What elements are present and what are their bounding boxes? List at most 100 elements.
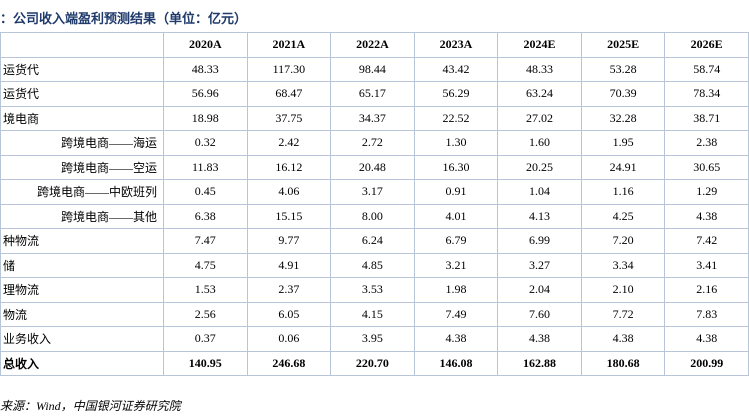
cell: 3.41 <box>664 252 749 278</box>
cell: 2.38 <box>664 130 749 156</box>
cell: 18.98 <box>163 105 248 131</box>
column-header: 2023A <box>413 32 499 58</box>
cell: 2.04 <box>497 277 582 303</box>
cell: 7.60 <box>497 301 582 327</box>
cell: 2.37 <box>246 277 332 303</box>
cell: 68.47 <box>246 81 332 107</box>
cell: 1.04 <box>497 179 582 205</box>
row-label: 跨境电商——海运 <box>0 130 164 156</box>
cell: 4.38 <box>664 203 749 229</box>
cell: 70.39 <box>580 81 666 107</box>
cell: 65.17 <box>330 81 415 107</box>
cell: 3.17 <box>330 179 415 205</box>
cell: 1.98 <box>413 277 499 303</box>
cell: 4.75 <box>163 252 248 278</box>
table-row: 运货代 56.96 68.47 65.17 56.29 63.24 70.39 78.34 <box>0 81 749 107</box>
row-label: 储 <box>0 252 164 278</box>
column-header: 2026E <box>664 32 749 58</box>
cell: 7.20 <box>580 228 666 254</box>
cell: 0.32 <box>163 130 248 156</box>
cell: 48.33 <box>497 56 582 82</box>
table-row: 运货代 48.33 117.30 98.44 43.42 48.33 53.28 58.74 <box>0 56 749 82</box>
cell: 7.49 <box>413 301 499 327</box>
cell: 4.13 <box>497 203 582 229</box>
cell: 220.70 <box>330 350 415 376</box>
cell: 63.24 <box>497 81 582 107</box>
table-row: 种物流 7.47 9.77 6.24 6.79 6.99 7.20 7.42 <box>0 228 749 254</box>
cell: 7.42 <box>664 228 749 254</box>
header-row: 2020A 2021A 2022A 2023A 2024E 2025E 2026E <box>0 32 749 58</box>
cell: 1.16 <box>580 179 666 205</box>
cell: 3.95 <box>330 326 415 352</box>
table: 2020A 2021A 2022A 2023A 2024E 2025E 2026E 运货代 4… <box>0 32 749 376</box>
table-row: 跨境电商——空运 11.83 16.12 20.48 16.30 20.25 24.91 30… <box>0 154 749 180</box>
cell: 3.53 <box>330 277 415 303</box>
cell: 4.38 <box>497 326 582 352</box>
row-label: 境电商 <box>0 105 164 131</box>
table-row: 总收入 140.95 246.68 220.70 146.08 162.88 180.68 2… <box>0 350 749 376</box>
cell: 56.96 <box>163 81 248 107</box>
cell: 3.21 <box>413 252 499 278</box>
row-label: 跨境电商——中欧班列 <box>0 179 164 205</box>
cell: 56.29 <box>413 81 499 107</box>
cell: 4.38 <box>664 326 749 352</box>
cell: 1.95 <box>580 130 666 156</box>
row-label: 业务收入 <box>0 326 164 352</box>
cell: 4.01 <box>413 203 499 229</box>
row-label: 物流 <box>0 301 164 327</box>
cell: 0.45 <box>163 179 248 205</box>
table-row: 储 4.75 4.91 4.85 3.21 3.27 3.34 3.41 <box>0 252 749 278</box>
cell: 6.38 <box>163 203 248 229</box>
cell: 7.72 <box>580 301 666 327</box>
header-cell <box>0 32 164 58</box>
cell: 6.24 <box>330 228 415 254</box>
cell: 246.68 <box>246 350 332 376</box>
cell: 200.99 <box>664 350 749 376</box>
cell: 1.29 <box>664 179 749 205</box>
cell: 4.15 <box>330 301 415 327</box>
cell: 146.08 <box>413 350 499 376</box>
cell: 34.37 <box>330 105 415 131</box>
table-title: ：公司收入端盈利预测结果（单位：亿元） <box>0 11 248 26</box>
cell: 37.75 <box>246 105 332 131</box>
cell: 16.12 <box>246 154 332 180</box>
cell: 58.74 <box>664 56 749 82</box>
cell: 162.88 <box>497 350 582 376</box>
table-row: 跨境电商——中欧班列 0.45 4.06 3.17 0.91 1.04 1.16 1.29 <box>0 179 749 205</box>
cell: 98.44 <box>330 56 415 82</box>
cell: 4.06 <box>246 179 332 205</box>
table-row: 跨境电商——其他 6.38 15.15 8.00 4.01 4.13 4.25 4.38 <box>0 203 749 229</box>
cell: 117.30 <box>246 56 332 82</box>
cell: 0.91 <box>413 179 499 205</box>
cell: 78.34 <box>664 81 749 107</box>
row-label: 跨境电商——空运 <box>0 154 164 180</box>
cell: 2.72 <box>330 130 415 156</box>
cell: 1.53 <box>163 277 248 303</box>
row-label: 运货代 <box>0 56 164 82</box>
cell: 22.52 <box>413 105 499 131</box>
cell: 30.65 <box>664 154 749 180</box>
source-note: 来源：Wind，中国银河证券研究院 <box>0 399 181 413</box>
cell: 24.91 <box>580 154 666 180</box>
cell: 4.38 <box>580 326 666 352</box>
cell: 3.27 <box>497 252 582 278</box>
column-header: 2021A <box>246 32 332 58</box>
column-header: 2022A <box>330 32 415 58</box>
cell: 6.79 <box>413 228 499 254</box>
cell: 1.30 <box>413 130 499 156</box>
row-label: 跨境电商——其他 <box>0 203 164 229</box>
cell: 2.42 <box>246 130 332 156</box>
cell: 11.83 <box>163 154 248 180</box>
row-label: 理物流 <box>0 277 164 303</box>
cell: 9.77 <box>246 228 332 254</box>
row-label: 种物流 <box>0 228 164 254</box>
cell: 48.33 <box>163 56 248 82</box>
row-label: 运货代 <box>0 81 164 107</box>
cell: 43.42 <box>413 56 499 82</box>
cell: 2.56 <box>163 301 248 327</box>
row-label: 总收入 <box>0 350 164 376</box>
cell: 4.25 <box>580 203 666 229</box>
cell: 7.47 <box>163 228 248 254</box>
cell: 2.10 <box>580 277 666 303</box>
